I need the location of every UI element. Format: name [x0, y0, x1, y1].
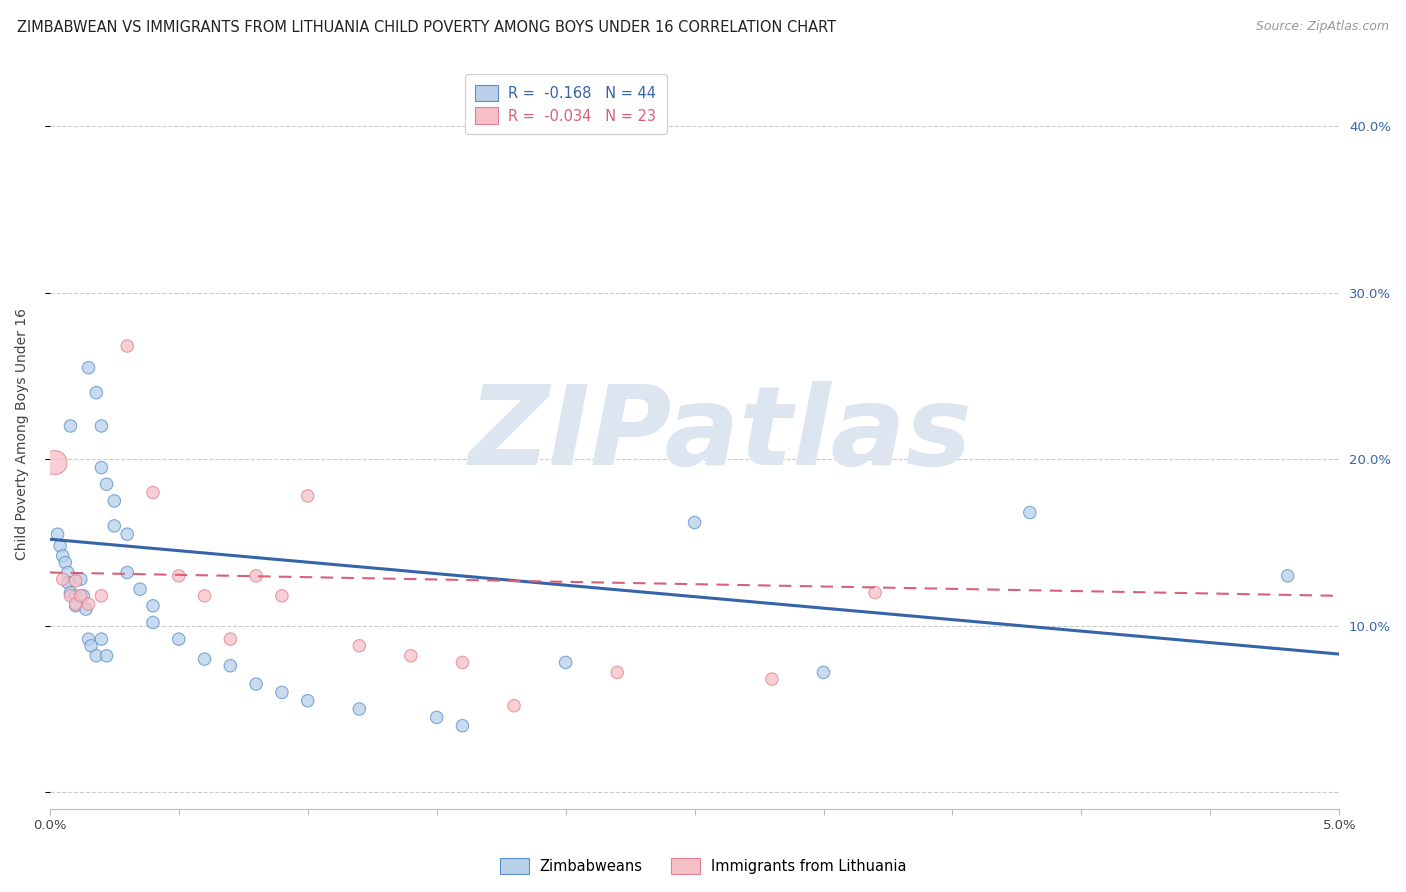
Point: [399, 648, 422, 663]
Point: [90, 589, 112, 603]
Point: [115, 339, 138, 353]
Point: [167, 632, 190, 647]
Point: [193, 589, 215, 603]
Point: [56, 575, 79, 590]
Point: [49, 539, 72, 553]
Point: [142, 615, 165, 630]
Point: [56, 566, 79, 580]
Point: [52, 572, 75, 586]
Point: [90, 632, 112, 647]
Point: [451, 719, 474, 733]
Point: [75, 602, 97, 616]
Legend: Zimbabweans, Immigrants from Lithuania: Zimbabweans, Immigrants from Lithuania: [494, 852, 912, 880]
Point: [271, 685, 294, 699]
Point: [77, 632, 100, 647]
Legend: R =  -0.168   N = 44, R =  -0.034   N = 23: R = -0.168 N = 44, R = -0.034 N = 23: [464, 74, 666, 135]
Point: [84, 385, 107, 400]
Point: [46, 527, 69, 541]
Point: [349, 639, 371, 653]
Point: [59, 589, 82, 603]
Point: [503, 698, 526, 713]
Point: [77, 360, 100, 375]
Point: [65, 599, 87, 613]
Point: [53, 556, 76, 570]
Point: [1018, 506, 1040, 520]
Point: [129, 582, 152, 596]
Point: [44, 456, 66, 470]
Point: [59, 585, 82, 599]
Point: [554, 656, 576, 670]
Point: [65, 589, 87, 603]
Y-axis label: Child Poverty Among Boys Under 16: Child Poverty Among Boys Under 16: [15, 309, 30, 560]
Point: [142, 599, 165, 613]
Point: [96, 648, 118, 663]
Point: [271, 589, 294, 603]
Point: [813, 665, 835, 680]
Point: [863, 585, 886, 599]
Point: [90, 460, 112, 475]
Point: [77, 597, 100, 611]
Point: [103, 519, 125, 533]
Point: [65, 574, 87, 588]
Point: [426, 710, 449, 724]
Point: [167, 569, 190, 583]
Point: [80, 639, 103, 653]
Point: [72, 589, 94, 603]
Point: [142, 485, 165, 500]
Point: [59, 419, 82, 434]
Point: [69, 589, 91, 603]
Point: [115, 566, 138, 580]
Point: [52, 549, 75, 563]
Point: [69, 572, 91, 586]
Text: ZIPatlas: ZIPatlas: [468, 381, 972, 488]
Point: [65, 597, 87, 611]
Text: ZIMBABWEAN VS IMMIGRANTS FROM LITHUANIA CHILD POVERTY AMONG BOYS UNDER 16 CORREL: ZIMBABWEAN VS IMMIGRANTS FROM LITHUANIA …: [17, 20, 837, 35]
Point: [219, 632, 242, 647]
Point: [683, 516, 706, 530]
Text: Source: ZipAtlas.com: Source: ZipAtlas.com: [1256, 20, 1389, 33]
Point: [115, 527, 138, 541]
Point: [193, 652, 215, 666]
Point: [96, 477, 118, 491]
Point: [103, 494, 125, 508]
Point: [349, 702, 371, 716]
Point: [219, 658, 242, 673]
Point: [90, 419, 112, 434]
Point: [84, 648, 107, 663]
Point: [245, 569, 267, 583]
Point: [297, 489, 319, 503]
Point: [297, 694, 319, 708]
Point: [451, 656, 474, 670]
Point: [606, 665, 628, 680]
Point: [245, 677, 267, 691]
Point: [1277, 569, 1299, 583]
Point: [761, 672, 783, 686]
